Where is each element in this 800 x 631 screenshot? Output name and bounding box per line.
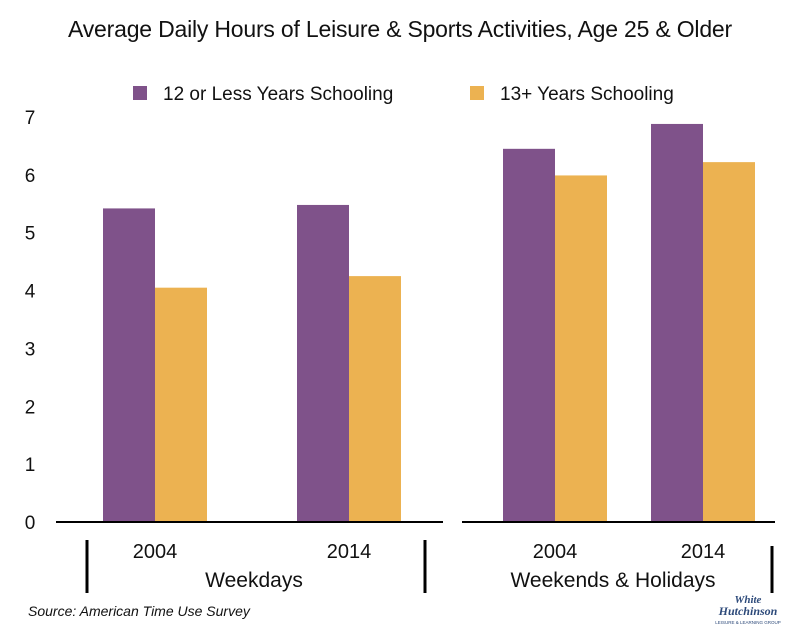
legend: 12 or Less Years Schooling 13+ Years Scho… <box>133 84 674 105</box>
legend-swatch-2 <box>470 86 484 100</box>
bar-13-years-schooling-3 <box>555 175 607 522</box>
y-tick-label: 7 <box>25 108 36 129</box>
legend-swatch-1 <box>133 86 147 100</box>
legend-label-2: 13+ Years Schooling <box>500 84 674 105</box>
bar-12-or-less-years-schooling-2 <box>297 204 349 522</box>
y-axis-ticks: 0 1 2 3 4 5 6 7 <box>25 108 36 534</box>
x-tick-label: 2014 <box>327 541 372 563</box>
logo-line2: Hutchinson <box>718 604 778 618</box>
y-tick-label: 2 <box>25 397 36 418</box>
y-tick-label: 0 <box>25 513 36 534</box>
legend-label-1: 12 or Less Years Schooling <box>163 84 393 105</box>
logo-line3: LEISURE & LEARNING GROUP <box>715 620 781 625</box>
group-label: Weekdays <box>205 569 303 592</box>
y-tick-label: 6 <box>25 166 36 187</box>
y-tick-label: 4 <box>25 282 36 303</box>
group-label: Weekends & Holidays <box>510 569 715 592</box>
logo-line1: White <box>735 594 762 606</box>
bar-13-years-schooling-1 <box>155 287 207 522</box>
bar-13-years-schooling-2 <box>349 276 401 522</box>
x-tick-label: 2004 <box>133 541 178 563</box>
x-tick-label: 2004 <box>533 541 578 563</box>
bars <box>103 123 755 523</box>
bar-12-or-less-years-schooling-3 <box>503 148 555 523</box>
y-tick-label: 3 <box>25 339 36 360</box>
white-hutchinson-logo: White Hutchinson LEISURE & LEARNING GROU… <box>715 594 781 625</box>
chart-title: Average Daily Hours of Leisure & Sports … <box>68 16 732 42</box>
y-tick-label: 1 <box>25 455 36 476</box>
source-note: Source: American Time Use Survey <box>28 603 250 619</box>
x-tick-label: 2014 <box>681 541 726 563</box>
bar-12-or-less-years-schooling-1 <box>103 208 155 522</box>
bar-12-or-less-years-schooling-4 <box>651 123 703 522</box>
y-tick-label: 5 <box>25 224 36 245</box>
bar-13-years-schooling-4 <box>703 162 755 522</box>
x-axis-labels: 2004 2014 2004 2014 Weekdays Weekends & Holid… <box>85 540 774 593</box>
